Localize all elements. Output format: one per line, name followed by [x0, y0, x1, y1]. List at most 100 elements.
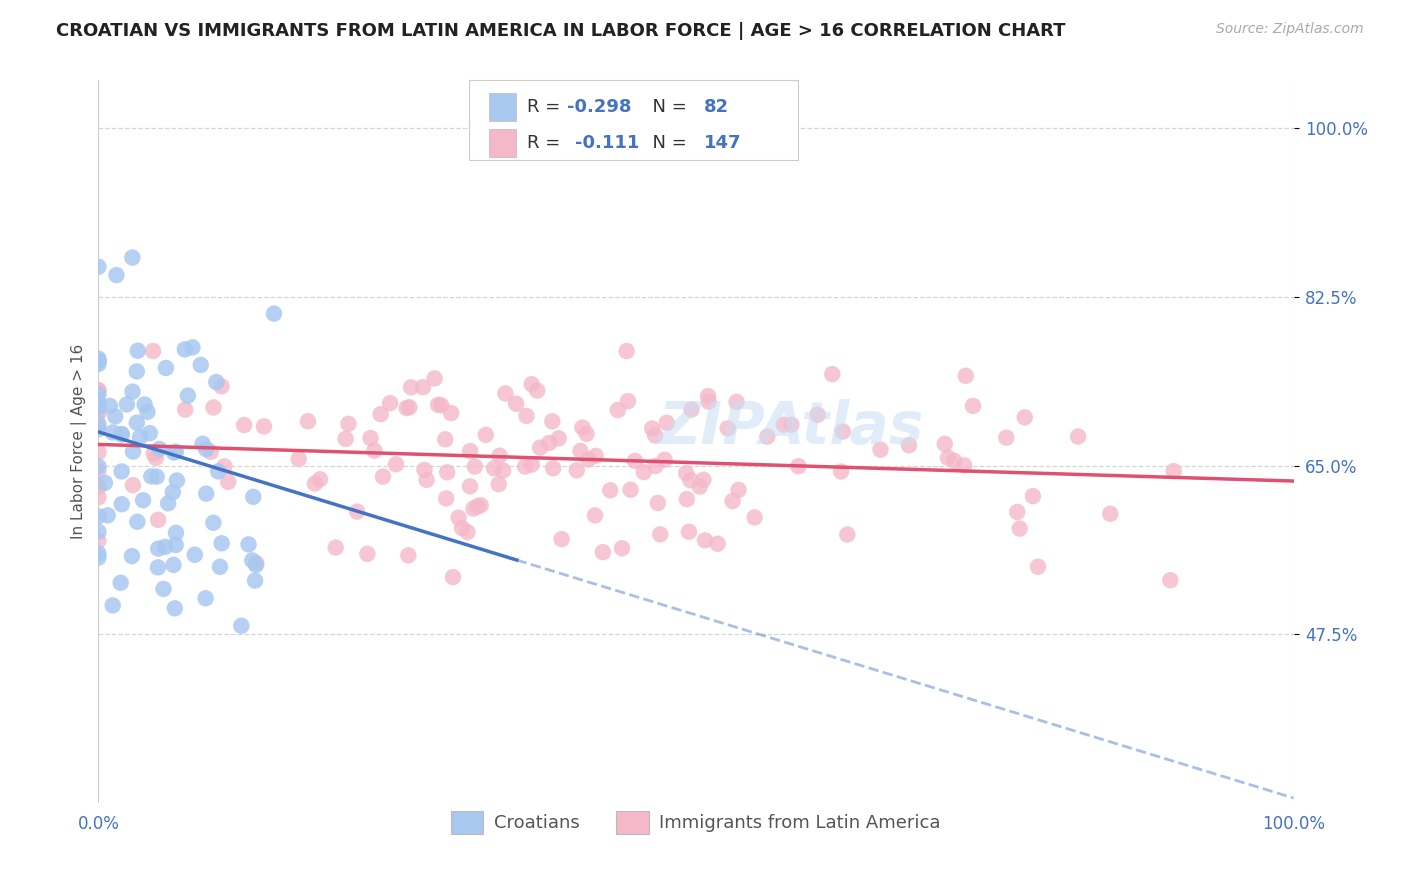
Point	[146, 513, 169, 527]
Point	[578, 452, 600, 467]
Point	[87, 464, 110, 478]
Point	[121, 251, 143, 265]
Point	[830, 465, 852, 479]
Text: 147: 147	[704, 134, 742, 153]
Point	[87, 524, 110, 539]
Point	[515, 409, 537, 423]
Point	[111, 427, 134, 442]
Point	[821, 367, 844, 381]
Point	[87, 490, 110, 504]
Point	[458, 444, 481, 458]
Point	[195, 442, 218, 457]
Text: -0.298: -0.298	[567, 98, 631, 116]
Point	[87, 509, 110, 524]
Point	[650, 527, 672, 541]
Point	[163, 601, 186, 615]
Point	[467, 500, 489, 514]
Point	[515, 459, 537, 474]
Point	[141, 469, 163, 483]
Point	[943, 454, 966, 468]
Point	[242, 490, 264, 504]
Point	[87, 354, 110, 368]
Text: ZIPAtlas: ZIPAtlas	[659, 399, 924, 456]
Point	[238, 537, 260, 551]
Point	[87, 354, 110, 368]
Point	[995, 431, 1018, 445]
Text: -0.111: -0.111	[575, 134, 640, 153]
Point	[569, 444, 592, 458]
Point	[436, 466, 458, 480]
Point	[110, 465, 132, 479]
Point	[337, 417, 360, 431]
Point	[87, 422, 110, 436]
Point	[380, 396, 402, 410]
Point	[451, 521, 474, 535]
Point	[208, 559, 231, 574]
Point	[399, 380, 422, 394]
Point	[346, 505, 368, 519]
Point	[207, 464, 229, 478]
Point	[127, 515, 149, 529]
Point	[681, 402, 703, 417]
Point	[689, 479, 711, 493]
FancyBboxPatch shape	[470, 80, 797, 160]
Point	[190, 358, 212, 372]
Point	[129, 430, 152, 444]
Point	[153, 540, 176, 554]
Point	[370, 407, 392, 421]
Point	[744, 510, 766, 524]
Point	[211, 379, 233, 393]
Point	[423, 371, 446, 385]
Point	[162, 558, 184, 572]
Point	[644, 458, 666, 473]
Point	[87, 383, 110, 397]
Point	[87, 397, 110, 411]
Point	[87, 353, 110, 368]
Point	[132, 493, 155, 508]
Point	[494, 386, 516, 401]
Point	[692, 473, 714, 487]
Point	[127, 343, 149, 358]
Y-axis label: In Labor Force | Age > 16: In Labor Force | Age > 16	[72, 344, 87, 539]
Point	[541, 414, 564, 428]
Point	[115, 397, 138, 411]
Point	[163, 445, 186, 459]
Point	[470, 499, 492, 513]
Point	[205, 375, 228, 389]
Point	[475, 427, 498, 442]
Point	[706, 537, 728, 551]
Point	[434, 432, 457, 446]
Point	[385, 457, 408, 471]
Point	[121, 549, 143, 563]
Point	[263, 307, 285, 321]
Point	[145, 450, 167, 465]
Point	[233, 418, 256, 433]
Point	[538, 436, 561, 450]
Point	[146, 560, 169, 574]
Point	[678, 524, 700, 539]
Point	[243, 574, 266, 588]
Point	[807, 408, 830, 422]
Point	[87, 417, 110, 431]
Point	[1067, 429, 1090, 443]
Point	[104, 409, 127, 424]
Point	[165, 444, 187, 458]
Point	[356, 547, 378, 561]
Point	[1022, 489, 1045, 503]
Point	[105, 268, 128, 282]
Point	[488, 449, 510, 463]
Point	[371, 469, 394, 483]
Point	[87, 406, 110, 420]
Point	[647, 496, 669, 510]
Text: CROATIAN VS IMMIGRANTS FROM LATIN AMERICA IN LABOR FORCE | AGE > 16 CORRELATION : CROATIAN VS IMMIGRANTS FROM LATIN AMERIC…	[56, 22, 1066, 40]
Point	[240, 553, 263, 567]
Point	[565, 463, 588, 477]
Point	[165, 525, 187, 540]
Point	[125, 416, 148, 430]
Point	[395, 401, 418, 415]
Point	[641, 421, 664, 435]
Point	[231, 619, 253, 633]
Point	[1159, 573, 1181, 587]
Point	[571, 420, 593, 434]
Point	[1008, 522, 1031, 536]
